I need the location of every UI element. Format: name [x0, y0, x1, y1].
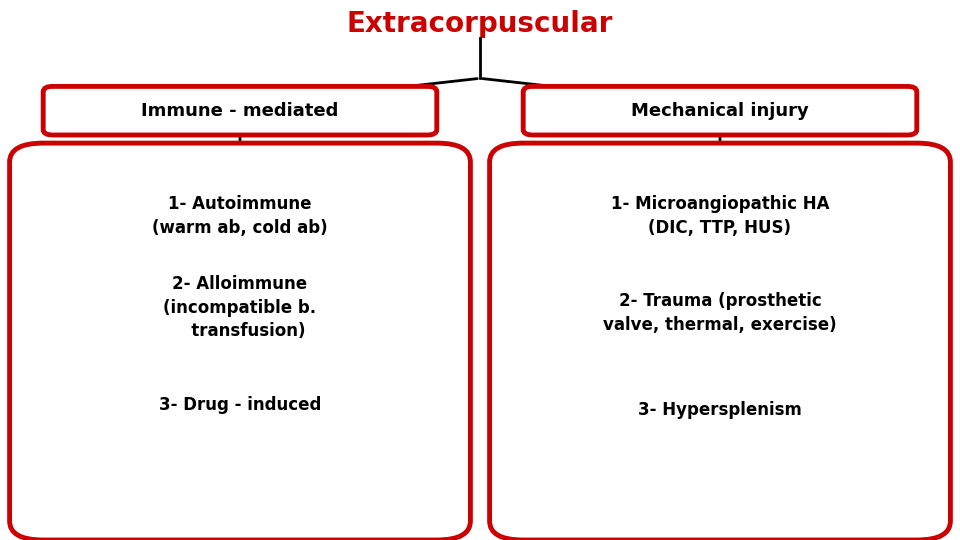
FancyBboxPatch shape: [490, 143, 950, 540]
Text: Extracorpuscular: Extracorpuscular: [347, 10, 613, 38]
Text: Immune - mediated: Immune - mediated: [141, 102, 339, 120]
FancyBboxPatch shape: [10, 143, 470, 540]
FancyBboxPatch shape: [43, 86, 437, 135]
Text: 3- Drug - induced: 3- Drug - induced: [158, 396, 322, 414]
Text: 3- Hypersplenism: 3- Hypersplenism: [638, 401, 802, 420]
Text: Mechanical injury: Mechanical injury: [631, 102, 809, 120]
Text: 2- Trauma (prosthetic
valve, thermal, exercise): 2- Trauma (prosthetic valve, thermal, ex…: [603, 292, 837, 334]
Text: 1- Microangiopathic HA
(DIC, TTP, HUS): 1- Microangiopathic HA (DIC, TTP, HUS): [611, 195, 829, 237]
Text: 1- Autoimmune
(warm ab, cold ab): 1- Autoimmune (warm ab, cold ab): [153, 195, 327, 237]
Text: 2- Alloimmune
(incompatible b.
   transfusion): 2- Alloimmune (incompatible b. transfusi…: [163, 275, 317, 340]
FancyBboxPatch shape: [523, 86, 917, 135]
